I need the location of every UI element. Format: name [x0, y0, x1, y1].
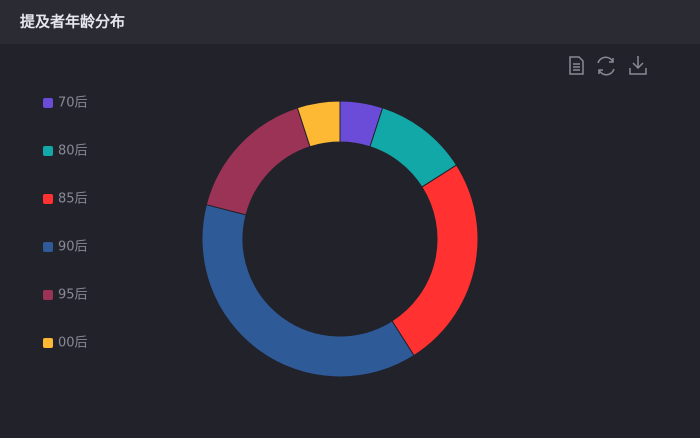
header-bar [0, 0, 700, 44]
legend-swatch [43, 290, 53, 300]
legend-swatch [43, 338, 53, 348]
legend-label: 95后 [58, 288, 88, 303]
toolbox [569, 56, 647, 76]
legend-label: 80后 [58, 144, 88, 159]
legend-label: 85后 [58, 192, 88, 207]
legend-label: 00后 [58, 336, 88, 351]
legend-label: 90后 [58, 240, 88, 255]
data-view-button[interactable] [569, 56, 584, 75]
restore-button[interactable] [597, 56, 615, 76]
icon-doc [569, 56, 584, 75]
save-image-button[interactable] [629, 56, 647, 75]
icon-refresh-arrows [598, 58, 614, 74]
legend-label: 70后 [58, 96, 88, 111]
icon-doc-lines [573, 63, 580, 71]
donut-slice [296, 100, 341, 148]
legend-swatch [43, 98, 53, 108]
legend-swatch [43, 194, 53, 204]
legend-swatch [43, 146, 53, 156]
donut-slice [201, 204, 415, 378]
chart-title: 提及者年龄分布 [20, 13, 125, 31]
icon-download [629, 56, 647, 75]
plot: 70后 80后 85后 90后 95后 00后 [43, 96, 479, 378]
legend-swatch [43, 242, 53, 252]
icon-refresh [597, 56, 615, 76]
